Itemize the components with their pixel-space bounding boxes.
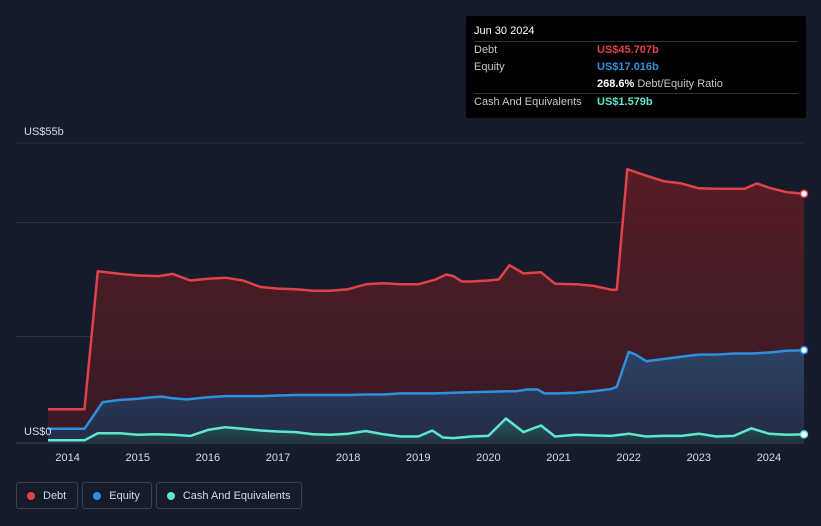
y-axis-max-label: US$55b	[24, 126, 64, 138]
chart-legend: Debt Equity Cash And Equivalents	[16, 482, 303, 509]
debt-area	[48, 169, 804, 443]
tooltip-date: Jun 30 2024	[474, 25, 535, 37]
debt-dot-icon	[27, 491, 35, 500]
tooltip-equity-value: US$17.016b	[597, 61, 659, 73]
tooltip-row-debt: Debt US$45.707b	[474, 41, 798, 59]
x-tick-label: 2023	[687, 452, 711, 464]
x-tick-label: 2015	[126, 452, 150, 464]
x-tick-label: 2014	[55, 452, 79, 464]
tooltip-debt-label: Debt	[474, 44, 498, 56]
x-tick-label: 2024	[757, 452, 781, 464]
tooltip-row-equity: Equity US$17.016b	[474, 59, 798, 76]
x-tick-label: 2022	[616, 452, 640, 464]
series-areas	[48, 169, 804, 443]
legend-cash-label: Cash And Equivalents	[182, 489, 291, 502]
tooltip-ratio-value: 268.6%	[597, 78, 635, 90]
cash-area	[48, 418, 804, 443]
hover-tooltip: Jun 30 2024 Debt US$45.707b Equity US$17…	[466, 16, 806, 118]
equity-area	[48, 350, 804, 443]
cash-end-marker	[799, 430, 809, 439]
x-tick-label: 2020	[476, 452, 500, 464]
x-tick-label: 2018	[336, 452, 360, 464]
equity-end-marker	[799, 345, 809, 355]
x-tick-label: 2016	[196, 452, 220, 464]
equity-dot-icon	[93, 491, 102, 500]
x-axis-ticks: 2014 2015 2016 2017 2018 2019 2020 2021 2022 2023…	[55, 452, 781, 464]
legend-equity-label: Equity	[109, 489, 140, 502]
series-lines	[48, 167, 805, 442]
x-tick-label: 2019	[406, 452, 430, 464]
legend-item-debt[interactable]: Debt	[16, 482, 79, 509]
debt-line	[48, 167, 805, 411]
tooltip-row-ratio: 268.6% Debt/Equity Ratio	[474, 76, 798, 93]
legend-item-cash[interactable]: Cash And Equivalents	[155, 482, 303, 509]
equity-line	[48, 348, 805, 431]
y-axis-min-label: US$0	[24, 426, 52, 438]
tooltip-debt-value: US$45.707b	[597, 44, 659, 56]
tooltip-ratio-label	[474, 76, 597, 93]
legend-debt-label: Debt	[43, 489, 67, 502]
tooltip-ratio-caption: Debt/Equity Ratio	[637, 78, 723, 90]
legend-item-equity[interactable]: Equity	[82, 482, 152, 509]
tooltip-row-cash: Cash And Equivalents US$1.579b	[474, 93, 798, 111]
x-tick-label: 2021	[546, 452, 570, 464]
series-end-markers	[799, 189, 809, 439]
debt-end-marker	[799, 189, 809, 198]
tooltip-cash-value: US$1.579b	[597, 96, 653, 108]
cash-line	[48, 417, 805, 442]
tooltip-cash-label: Cash And Equivalents	[474, 96, 582, 108]
x-tick-label: 2017	[266, 452, 290, 464]
tooltip-equity-label: Equity	[474, 61, 505, 73]
cash-dot-icon	[166, 491, 175, 500]
